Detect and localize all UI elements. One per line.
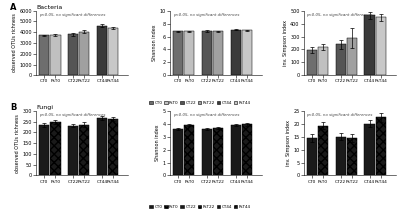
Bar [79, 125, 90, 175]
Text: A: A [10, 3, 17, 12]
Bar [242, 30, 252, 75]
Bar [68, 34, 78, 75]
Bar [173, 129, 183, 175]
Text: Fungi: Fungi [36, 105, 53, 110]
Bar [97, 118, 107, 175]
Text: p<0.05, no significant differences: p<0.05, no significant differences [306, 113, 373, 117]
Bar [306, 50, 317, 75]
Bar [173, 31, 183, 75]
Y-axis label: observed OTUs richness: observed OTUs richness [15, 114, 20, 173]
Bar [202, 31, 212, 75]
Bar [336, 137, 346, 175]
Y-axis label: Shannon index: Shannon index [152, 25, 157, 61]
Text: p<0.05, no significant differences: p<0.05, no significant differences [39, 113, 105, 117]
Bar [376, 117, 386, 175]
Text: p<0.05, no significant differences: p<0.05, no significant differences [173, 113, 239, 117]
Bar [306, 138, 317, 175]
Text: B: B [10, 103, 16, 112]
Bar [184, 31, 194, 75]
Bar [336, 44, 346, 75]
Bar [347, 138, 357, 175]
Bar [213, 31, 223, 75]
Text: p<0.05, no significant differences: p<0.05, no significant differences [173, 13, 239, 17]
Bar [68, 125, 78, 175]
Bar [364, 124, 375, 175]
Bar [318, 126, 328, 175]
Bar [364, 15, 375, 75]
Y-axis label: Shannon index: Shannon index [156, 125, 160, 161]
Bar [376, 17, 386, 75]
Bar [39, 125, 49, 175]
Bar [108, 28, 118, 75]
Y-axis label: inv. Simpson index: inv. Simpson index [283, 20, 288, 66]
Y-axis label: inv. Simpson index: inv. Simpson index [286, 120, 291, 166]
Bar [79, 32, 90, 75]
Text: Bacteria: Bacteria [36, 5, 62, 10]
Bar [50, 35, 60, 75]
Bar [108, 119, 118, 175]
Text: p<0.05, no significant differences: p<0.05, no significant differences [39, 13, 105, 17]
Bar [231, 30, 241, 75]
Legend: CT0, PsT0, CT22, PsT22, CT44, PsT44: CT0, PsT0, CT22, PsT22, CT44, PsT44 [149, 100, 251, 105]
Bar [347, 38, 357, 75]
Y-axis label: observed OTUs richness: observed OTUs richness [12, 13, 17, 73]
Bar [184, 125, 194, 175]
Legend: CT0, PsT0, CT22, PsT22, CT44, PsT44: CT0, PsT0, CT22, PsT22, CT44, PsT44 [149, 205, 251, 210]
Bar [213, 128, 223, 175]
Bar [231, 125, 241, 175]
Bar [97, 25, 107, 75]
Bar [50, 122, 60, 175]
Bar [242, 124, 252, 175]
Bar [39, 36, 49, 75]
Bar [202, 129, 212, 175]
Bar [318, 47, 328, 75]
Text: p<0.05, no significant differences: p<0.05, no significant differences [306, 13, 373, 17]
